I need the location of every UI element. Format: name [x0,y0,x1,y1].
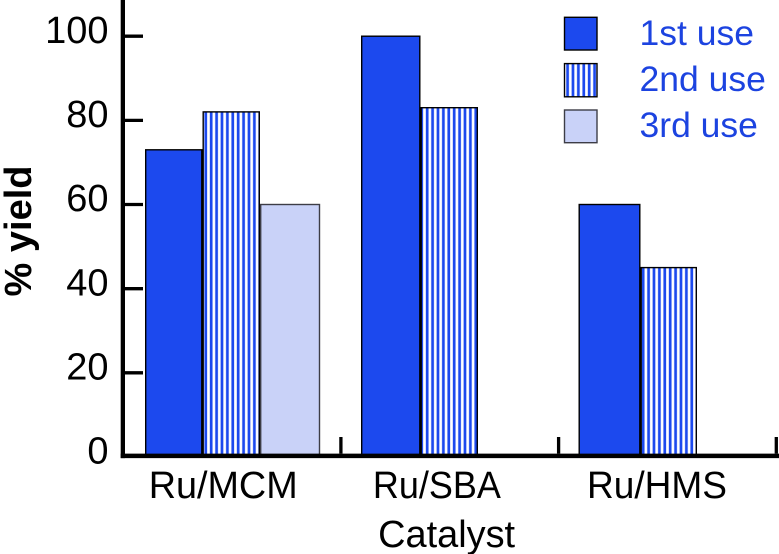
svg-text:3rd use: 3rd use [640,105,758,145]
svg-text:Catalyst: Catalyst [378,514,515,554]
svg-text:40: 40 [66,262,108,304]
svg-text:1st use: 1st use [640,13,754,53]
svg-text:80: 80 [66,94,108,136]
svg-text:0: 0 [87,431,108,473]
svg-text:% yield: % yield [0,166,40,297]
svg-text:Ru/MCM: Ru/MCM [149,465,298,507]
svg-text:20: 20 [66,347,108,389]
svg-text:100: 100 [45,10,108,52]
svg-text:Ru/SBA: Ru/SBA [373,465,502,507]
svg-text:Ru/HMS: Ru/HMS [587,465,727,507]
svg-text:60: 60 [66,178,108,220]
svg-text:2nd use: 2nd use [640,59,766,99]
